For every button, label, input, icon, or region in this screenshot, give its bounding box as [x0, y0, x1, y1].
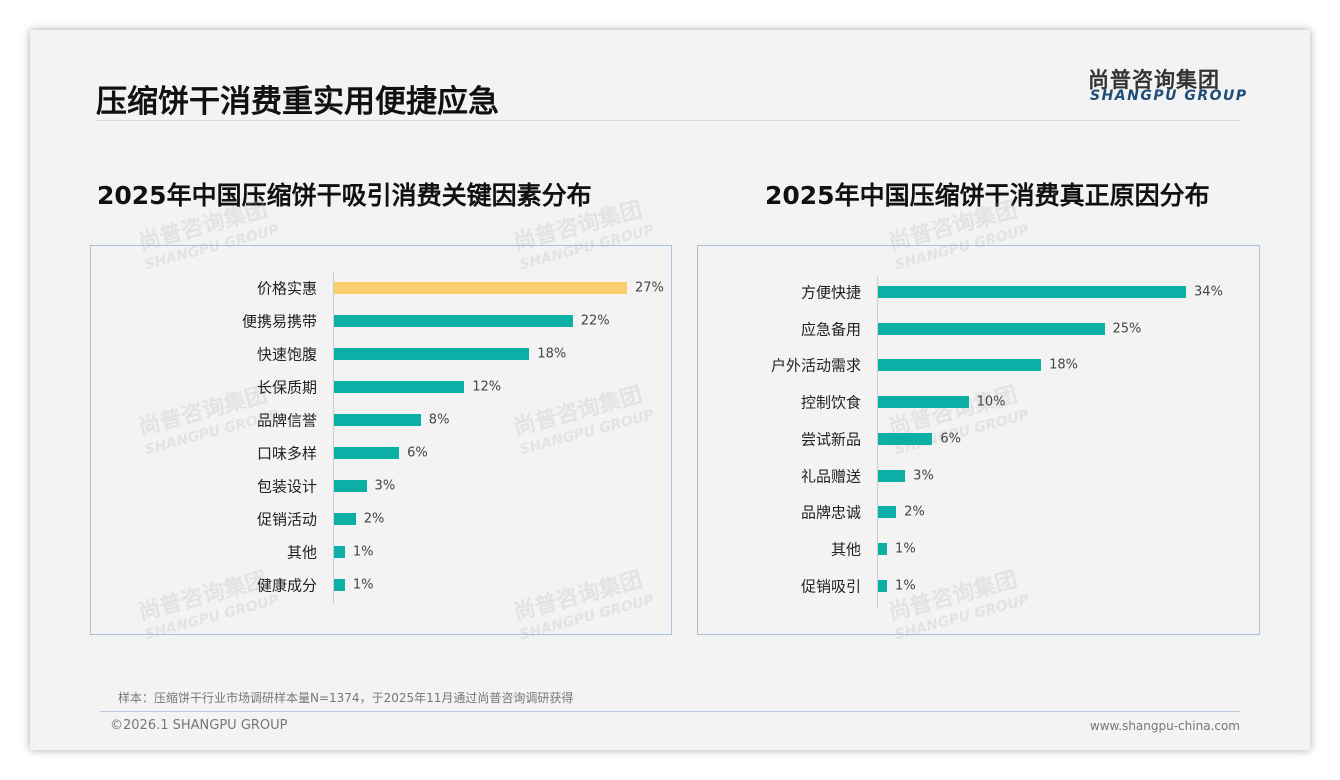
bar — [334, 381, 465, 393]
bar — [878, 542, 888, 555]
data-label: 3% — [374, 478, 396, 494]
website-url: www.shangpu-china.com — [1089, 719, 1240, 733]
bar — [878, 432, 933, 445]
data-label: 1% — [352, 544, 374, 560]
chart-title-right: 2025年中国压缩饼干消费真正原因分布 — [765, 181, 1210, 210]
bar — [334, 447, 400, 459]
data-label: 1% — [895, 541, 916, 557]
bar — [334, 348, 530, 360]
bar — [334, 480, 367, 492]
divider — [96, 120, 1240, 121]
bar — [878, 579, 888, 592]
category-label: 包装设计 — [256, 477, 317, 496]
category-label: 口味多样 — [256, 444, 317, 463]
category-label: 其他 — [830, 540, 861, 559]
category-label: 快速饱腹 — [256, 345, 317, 364]
data-label: 22% — [580, 313, 610, 329]
chart-title-left: 2025年中国压缩饼干吸引消费关键因素分布 — [97, 181, 592, 210]
category-label: 长保质期 — [256, 378, 317, 397]
data-label: 12% — [472, 379, 502, 395]
data-label: 6% — [940, 431, 961, 447]
data-label: 8% — [428, 412, 450, 428]
category-label: 其他 — [286, 543, 317, 562]
category-label: 促销活动 — [256, 510, 317, 529]
page-title: 压缩饼干消费重实用便捷应急 — [96, 84, 499, 120]
bar — [334, 513, 356, 525]
bar — [878, 469, 906, 482]
data-label: 10% — [976, 394, 1006, 410]
data-label: 1% — [895, 578, 916, 594]
bar — [334, 579, 345, 591]
bar — [334, 315, 573, 327]
category-label: 品牌忠诚 — [800, 503, 861, 522]
y-axis — [877, 276, 878, 609]
bar — [334, 546, 345, 558]
logo-en: SHANGPU GROUP — [1090, 88, 1248, 104]
category-label: 品牌信誉 — [256, 411, 317, 430]
data-label: 18% — [537, 346, 567, 362]
footer-divider — [100, 711, 1240, 712]
data-label: 27% — [634, 280, 664, 296]
data-label: 1% — [352, 577, 374, 593]
category-label: 促销吸引 — [800, 577, 861, 596]
category-label: 便携易携带 — [241, 312, 317, 331]
data-label: 34% — [1194, 284, 1223, 300]
category-label: 控制饮食 — [800, 393, 861, 412]
category-label: 健康成分 — [256, 576, 317, 595]
logo-cn: 尚普咨询集团 — [1088, 68, 1220, 92]
bar — [334, 414, 421, 426]
copyright: ©2026.1 SHANGPU GROUP — [110, 718, 288, 733]
data-label: 18% — [1049, 357, 1078, 373]
category-label: 尝试新品 — [800, 430, 861, 449]
category-label: 应急备用 — [800, 320, 861, 339]
data-label: 25% — [1112, 321, 1142, 337]
data-label: 6% — [407, 445, 428, 461]
sample-note: 样本：压缩饼干行业市场调研样本量N=1374，于2025年11月通过尚普咨询调研… — [118, 691, 574, 705]
bar — [878, 506, 897, 519]
data-label: 3% — [913, 468, 934, 483]
bar — [878, 359, 1042, 372]
data-label: 2% — [363, 511, 385, 527]
data-label: 2% — [904, 504, 925, 520]
y-axis — [333, 272, 334, 604]
bar — [878, 286, 1187, 298]
category-label: 价格实惠 — [256, 279, 317, 298]
category-label: 方便快捷 — [800, 283, 861, 302]
category-label: 礼品赠送 — [800, 467, 861, 485]
bar — [878, 396, 969, 409]
chart-panel-left — [90, 245, 672, 635]
bar — [334, 282, 627, 294]
category-label: 户外活动需求 — [770, 356, 861, 375]
chart-panel-right — [697, 245, 1260, 635]
bar — [878, 322, 1105, 335]
